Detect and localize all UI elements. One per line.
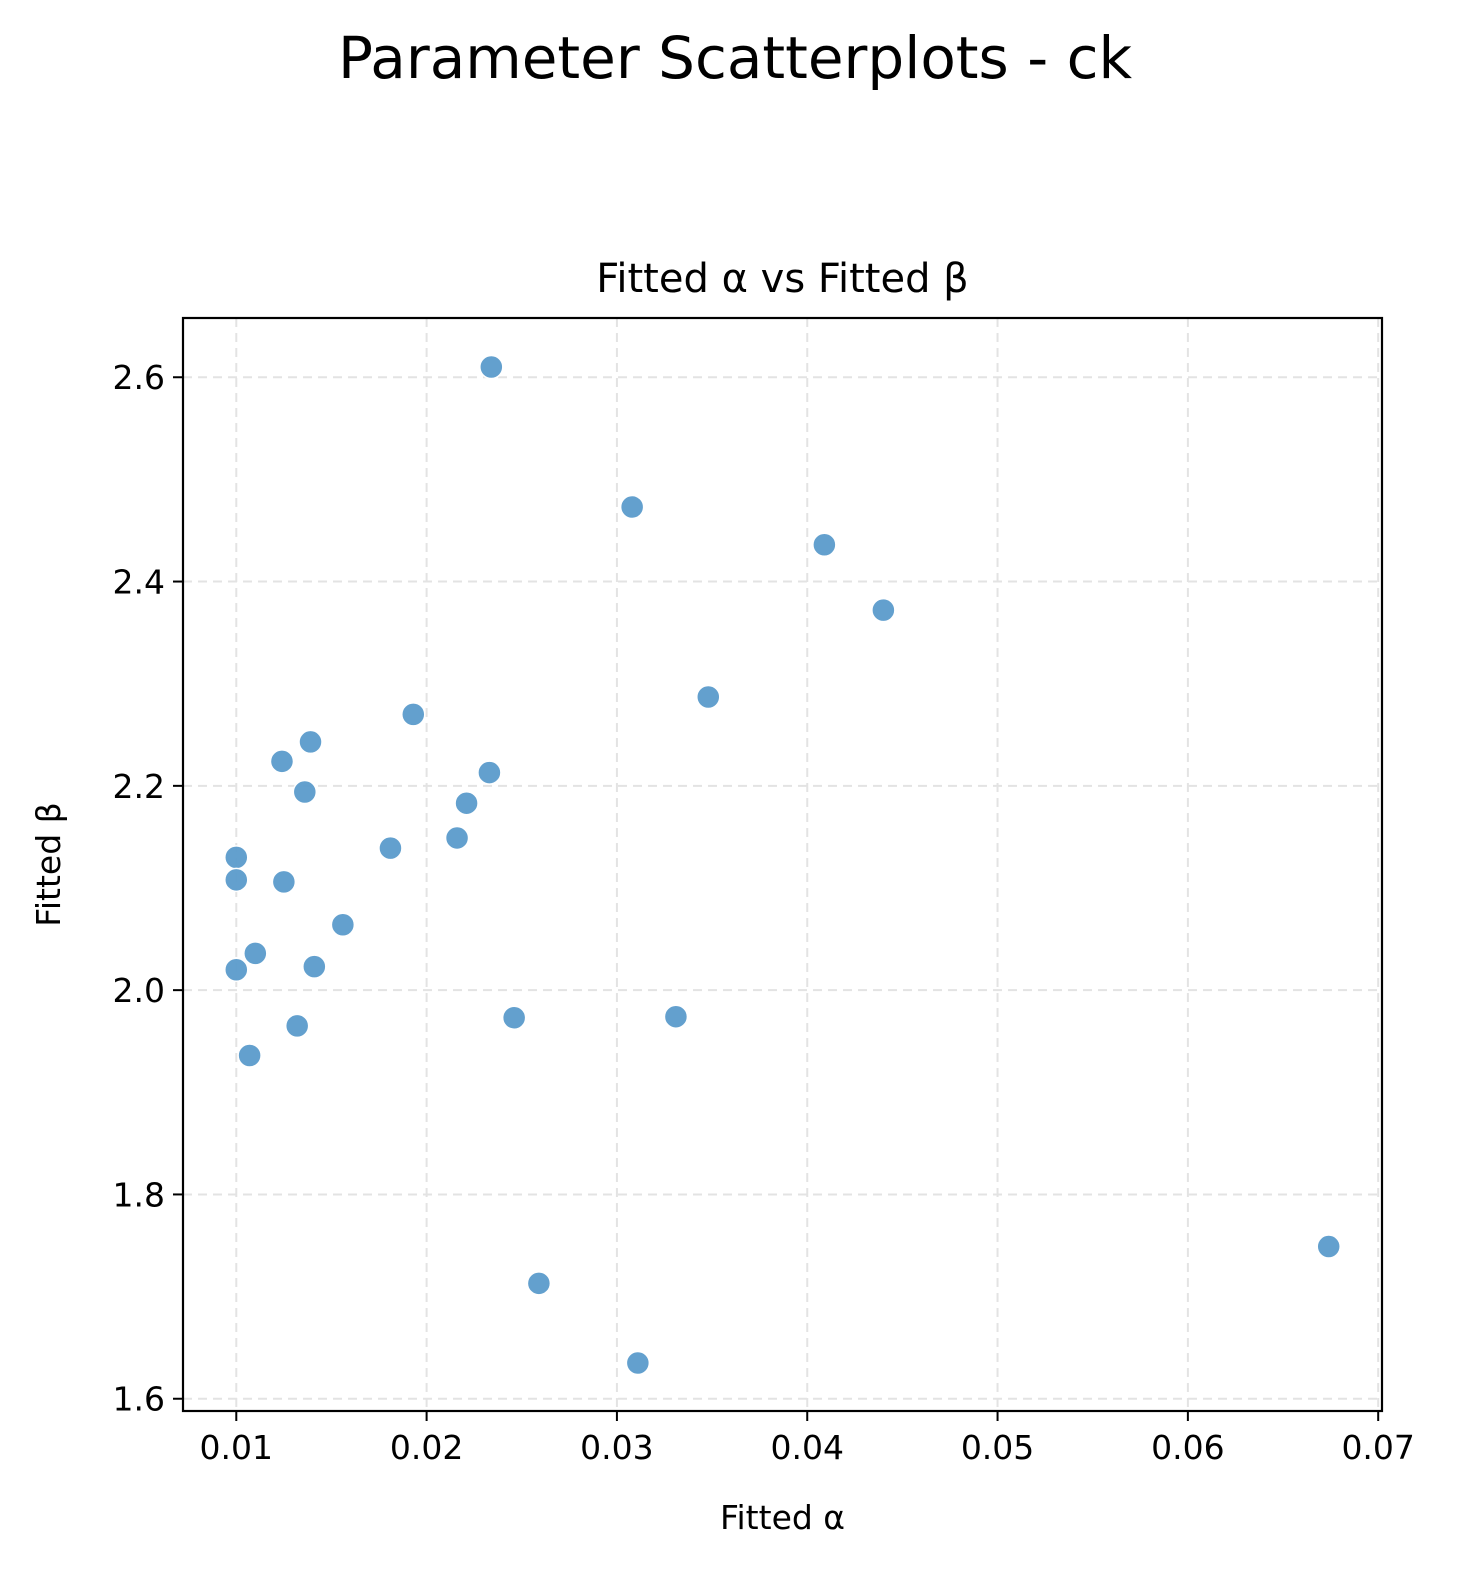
x-tick-label: 0.05: [961, 1428, 1034, 1467]
data-point: [378, 835, 403, 861]
data-point: [243, 941, 268, 966]
data-point: [330, 912, 356, 938]
data-point: [298, 729, 323, 755]
data-point: [292, 779, 318, 805]
data-point: [302, 954, 327, 979]
axis-tick-labels: 0.01 0.02 0.03 0.04 0.05 0.06 0.07 1.6 1.8 2.0 2.2…: [113, 358, 1415, 1467]
x-tick-label: 0.02: [390, 1428, 463, 1467]
grid-lines: [183, 318, 1382, 1411]
data-point: [696, 684, 721, 710]
x-tick-label: 0.04: [770, 1428, 843, 1467]
data-point: [479, 354, 504, 380]
data-point: [271, 869, 297, 895]
y-tick-label: 2.6: [113, 358, 165, 397]
data-point: [526, 1271, 552, 1296]
figure-suptitle: Parameter Scatterplots - ck: [337, 24, 1133, 92]
x-tick-label: 0.01: [200, 1428, 273, 1467]
data-point: [401, 702, 426, 727]
data-point: [224, 867, 249, 893]
data-point: [269, 749, 295, 774]
data-point: [625, 1350, 651, 1376]
plot-frame: [181, 316, 1384, 1413]
data-point: [237, 1043, 262, 1068]
data-point: [477, 760, 502, 785]
data-point: [444, 825, 470, 851]
data-point: [871, 597, 896, 623]
data-point: [224, 957, 249, 982]
y-tick-label: 1.8: [113, 1175, 165, 1214]
y-tick-label: 2.0: [113, 971, 165, 1010]
y-tick-label: 2.4: [113, 563, 165, 602]
data-point: [224, 845, 249, 870]
data-point: [284, 1013, 310, 1039]
data-point: [454, 790, 479, 816]
data-point: [619, 494, 645, 520]
data-point: [1316, 1234, 1341, 1259]
plot-title: Fitted α vs Fitted β: [596, 256, 968, 302]
data-point: [501, 1005, 527, 1030]
data-point: [812, 532, 837, 558]
x-axis-label: Fitted α: [720, 1498, 845, 1537]
x-tick-label: 0.06: [1151, 1428, 1224, 1467]
data-points: [224, 354, 1341, 1376]
y-tick-label: 2.2: [113, 767, 165, 806]
data-point: [663, 1004, 689, 1029]
axis-ticks: [173, 376, 1380, 1421]
y-tick-label: 1.6: [113, 1380, 165, 1419]
x-tick-label: 0.03: [580, 1428, 653, 1467]
y-axis-label: Fitted β: [29, 802, 68, 926]
x-tick-label: 0.07: [1341, 1428, 1414, 1467]
